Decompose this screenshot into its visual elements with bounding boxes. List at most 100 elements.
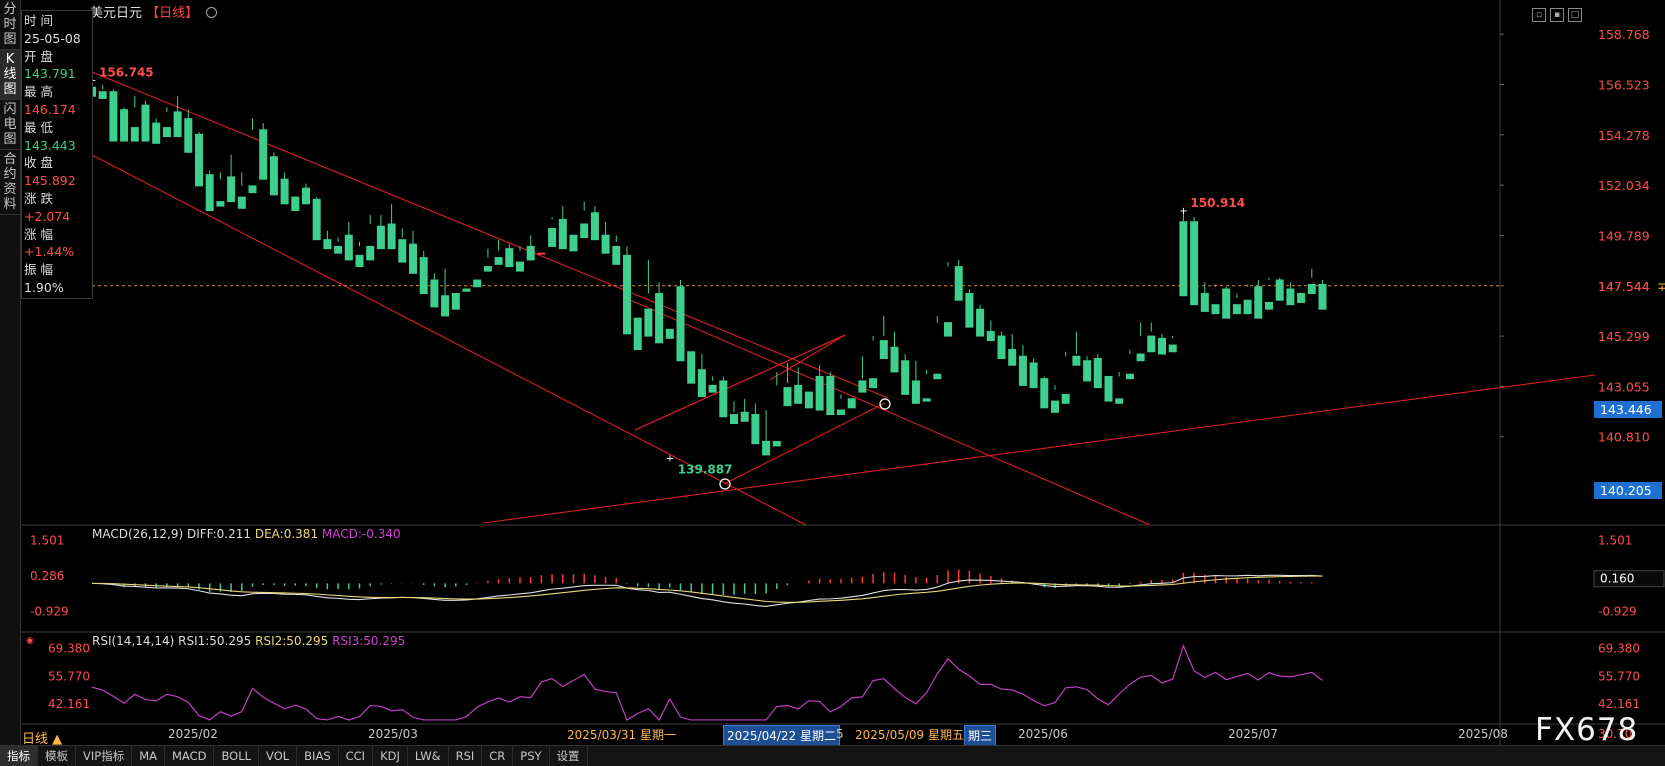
trendline-small-lower2 bbox=[725, 402, 886, 484]
period-label: 【日线】 bbox=[146, 6, 199, 21]
candle-body bbox=[398, 239, 407, 263]
bottom-tab-vol[interactable]: VOL bbox=[259, 746, 298, 766]
candle-body bbox=[1307, 284, 1316, 294]
candle-body bbox=[1051, 400, 1059, 413]
candle-body bbox=[1018, 355, 1027, 386]
time-value: 25-05-08 bbox=[24, 30, 81, 46]
rsi1-value: RSI1:50.295 bbox=[178, 634, 252, 648]
tab-flash[interactable]: 闪电图 bbox=[0, 100, 20, 150]
current-price-label: 147.544 bbox=[1598, 279, 1650, 294]
candle-body bbox=[1136, 353, 1145, 362]
open-label: 开 盘 bbox=[24, 48, 53, 64]
candle-body bbox=[1275, 279, 1284, 301]
candle-body bbox=[783, 387, 792, 407]
candle-body bbox=[1286, 288, 1295, 306]
candle-body bbox=[922, 398, 931, 402]
macd-dea-line bbox=[91, 575, 1323, 603]
candle-body bbox=[730, 414, 738, 425]
bottom-tab-rsi[interactable]: RSI bbox=[449, 746, 483, 766]
rsi-label: RSI(14,14,14) bbox=[92, 634, 175, 648]
candle-body bbox=[184, 118, 193, 153]
change-value: +2.074 bbox=[24, 208, 71, 224]
rsi-tick-label-left: 42.161 bbox=[48, 697, 90, 711]
macd-tick-label-left: -0.929 bbox=[30, 604, 69, 618]
candle-body bbox=[109, 91, 118, 142]
candle-body bbox=[837, 409, 845, 416]
bottom-tab-macd[interactable]: MACD bbox=[165, 746, 215, 766]
bottom-tab-psy[interactable]: PSY bbox=[513, 746, 550, 766]
candle-body bbox=[98, 91, 107, 99]
candle-body bbox=[237, 196, 246, 209]
price-annotation: 156.745 bbox=[99, 66, 154, 80]
candle-body bbox=[1179, 221, 1188, 297]
rsi-line bbox=[91, 644, 1323, 721]
candle-body bbox=[152, 122, 161, 144]
date-apr1: 2025/03/31 星期一 bbox=[567, 728, 676, 742]
candle-body bbox=[965, 292, 974, 328]
candle-body bbox=[826, 375, 835, 416]
tab-contract-info[interactable]: 合约资料 bbox=[0, 150, 20, 215]
candle-body bbox=[280, 178, 289, 205]
bottom-tab-boll[interactable]: BOLL bbox=[214, 746, 260, 766]
settings-circle-icon[interactable] bbox=[206, 7, 218, 18]
candle-body bbox=[505, 248, 514, 268]
candle-body bbox=[323, 239, 332, 250]
macd-diff-line bbox=[91, 574, 1323, 608]
maximize-icon[interactable]: □ bbox=[1568, 8, 1582, 22]
macd-diff: DIFF:0.211 bbox=[186, 527, 252, 541]
candle-body bbox=[173, 111, 182, 138]
bottom-tab-cr[interactable]: CR bbox=[482, 746, 514, 766]
bottom-tab-vip[interactable]: VIP指标 bbox=[76, 746, 133, 766]
tab-kline[interactable]: K线图 bbox=[0, 50, 20, 100]
grid-icon[interactable]: ▪ bbox=[1550, 8, 1564, 22]
candle-body bbox=[195, 133, 203, 187]
candle-body bbox=[1243, 299, 1252, 315]
candle-body bbox=[302, 187, 310, 205]
candle-body bbox=[334, 245, 343, 254]
candle-body bbox=[879, 340, 888, 359]
bottom-tab-lw[interactable]: LW& bbox=[408, 746, 449, 766]
candle-body bbox=[644, 308, 653, 337]
rsi-tick-label: 42.161 bbox=[1598, 697, 1640, 711]
bottom-tab-indicator[interactable]: 指标 bbox=[0, 746, 38, 766]
date-may-tail: 期三 bbox=[964, 725, 997, 746]
bottom-tab-settings[interactable]: 设置 bbox=[550, 746, 588, 766]
candle-body bbox=[815, 375, 824, 411]
price-marker-box bbox=[1594, 482, 1662, 499]
date-mar: 2025/03 bbox=[368, 727, 418, 741]
candle-body bbox=[954, 266, 963, 301]
candle-body bbox=[1222, 288, 1231, 319]
date-jul: 2025/07 bbox=[1228, 727, 1278, 741]
price-tick-label: 140.810 bbox=[1598, 430, 1650, 445]
close-label: 收 盘 bbox=[24, 155, 53, 171]
annotation-marker: + bbox=[666, 453, 674, 464]
candle-body bbox=[537, 252, 546, 255]
candle-body bbox=[1125, 373, 1134, 380]
candle-body bbox=[804, 391, 813, 409]
bottom-tab-bias[interactable]: BIAS bbox=[297, 746, 339, 766]
candle-body bbox=[441, 295, 450, 317]
bottom-tab-template[interactable]: 模板 bbox=[38, 746, 76, 766]
date-jun: 2025/06 bbox=[1018, 727, 1068, 741]
candle-body bbox=[751, 414, 760, 445]
rsi-header: RSI(14,14,14) RSI1:50.295 RSI2:50.295 RS… bbox=[92, 634, 405, 648]
bottom-tab-ma[interactable]: MA bbox=[132, 746, 165, 766]
candle-body bbox=[911, 380, 920, 404]
trendline-small-upper bbox=[634, 334, 846, 431]
period-selector[interactable]: 日线 ▲ bbox=[22, 732, 63, 747]
price-marker-box bbox=[1594, 401, 1662, 418]
candle-body bbox=[1254, 286, 1263, 319]
candle-body bbox=[997, 335, 1006, 359]
candle-body bbox=[687, 351, 696, 384]
candle-body bbox=[409, 243, 417, 274]
macd-tick-label-left: 1.501 bbox=[30, 534, 64, 548]
rsi3-value: RSI3:50.295 bbox=[332, 634, 406, 648]
bottom-tab-cci[interactable]: CCI bbox=[339, 746, 374, 766]
bottom-tab-kdj[interactable]: KDJ bbox=[373, 746, 408, 766]
macd-diff-box bbox=[1593, 570, 1665, 588]
pct-label: 涨 幅 bbox=[24, 226, 53, 242]
restore-icon[interactable]: ▫ bbox=[1532, 8, 1546, 22]
macd-dea: DEA:0.381 bbox=[254, 527, 319, 541]
tab-timeshare[interactable]: 分时图 bbox=[0, 0, 20, 50]
